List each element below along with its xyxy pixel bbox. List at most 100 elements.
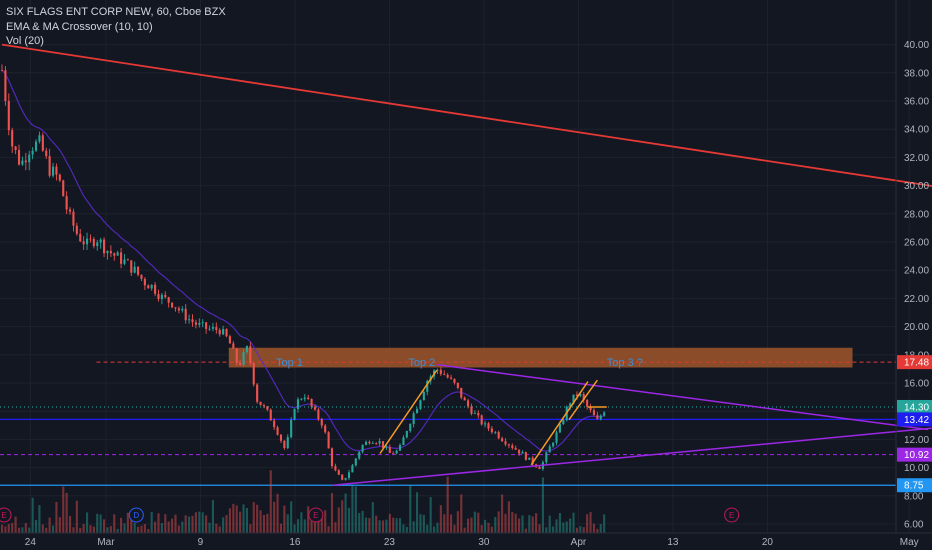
annotation-label: Top 2 [408, 357, 435, 369]
volume-bar [92, 526, 95, 533]
time-tick-label: May [900, 537, 919, 548]
candle-body [106, 250, 109, 254]
volume-bar [249, 524, 252, 533]
volume-bar [228, 508, 231, 533]
candle-body [113, 253, 116, 256]
price-tick-label: 40.00 [904, 40, 929, 51]
grid [0, 0, 910, 533]
candle-body [300, 399, 303, 400]
volume-bar [579, 526, 582, 533]
symbol-title[interactable]: SIX FLAGS ENT CORP NEW, 60, Cboe BZX [6, 6, 226, 18]
candle-body [92, 239, 95, 247]
indicator-volume[interactable]: Vol (20) [6, 35, 44, 47]
volume-bar [453, 524, 456, 533]
volume-bar [137, 526, 140, 533]
volume-bar [429, 497, 432, 533]
volume-bar [586, 514, 589, 533]
candle-body [460, 387, 463, 398]
volume-bar [24, 523, 27, 533]
time-axis[interactable]: 24 Mar 9 16 23 30 Apr 13 20 May [25, 537, 919, 548]
volume-bar [215, 523, 218, 533]
candle-body [375, 443, 378, 444]
candle-body [354, 458, 357, 466]
volume-bar [599, 524, 602, 533]
trend-lines-layer[interactable] [1, 43, 932, 486]
volume-bar [266, 513, 269, 533]
volume-bar [218, 526, 221, 533]
candle-body [82, 241, 85, 245]
candle-body [68, 209, 72, 212]
candle-body [133, 266, 136, 273]
volume-bar [256, 504, 259, 533]
volume-bar [239, 511, 242, 533]
candle-body [334, 466, 337, 471]
candle-body [569, 403, 572, 407]
candle-body [164, 294, 167, 298]
trend-line-purple-lower [332, 427, 932, 486]
volume-bar [17, 527, 21, 533]
volume-bar [242, 504, 245, 533]
candle-body [419, 400, 422, 409]
candle-body [276, 427, 279, 435]
volume-bar [150, 511, 153, 533]
time-tick-label: 9 [198, 537, 204, 548]
volume-bar [293, 524, 296, 533]
volume-bar [334, 522, 337, 533]
volume-bar [426, 524, 429, 533]
candle-body [603, 412, 606, 416]
candle-body [507, 444, 510, 446]
candle-body [347, 472, 351, 478]
volume-bar [511, 511, 514, 533]
volume-bar [55, 501, 58, 533]
candle-body [72, 211, 75, 226]
candle-body [181, 308, 184, 311]
volume-bar [62, 486, 65, 533]
volume-bar [341, 500, 344, 533]
candle-body [228, 336, 231, 344]
candle-body [17, 150, 21, 165]
candle-body [490, 428, 493, 433]
candle-body [361, 444, 364, 452]
volume-bar [82, 523, 85, 533]
volume-bar [211, 500, 214, 533]
volume-bar [296, 519, 300, 533]
volume-bar [181, 521, 184, 533]
indicator-ema-ma[interactable]: EMA & MA Crossover (10, 10) [6, 20, 153, 33]
volume-bar [412, 521, 415, 533]
candle-body [58, 174, 61, 181]
candlesticks [0, 64, 606, 481]
candle-body [198, 322, 201, 325]
volume-bar [283, 505, 286, 533]
volume-bar [174, 514, 177, 533]
volume-bar [317, 520, 320, 533]
candle-body [191, 319, 194, 323]
price-label-text: 13.42 [904, 415, 929, 426]
volume-bar [89, 525, 92, 533]
candle-body [494, 432, 497, 433]
candle-body [548, 446, 551, 453]
volume-bar [79, 527, 82, 533]
volume-bar [524, 528, 527, 533]
candle-body [463, 397, 466, 401]
price-tick-label: 36.00 [904, 97, 929, 108]
volume-bar [191, 515, 194, 533]
candle-body [293, 409, 296, 420]
volume-bar [290, 501, 293, 533]
volume-bar [432, 526, 436, 533]
candle-body [62, 180, 65, 197]
candle-body [259, 401, 262, 406]
volume-bar [48, 517, 51, 533]
volume-bar [470, 517, 473, 533]
candle-body [218, 329, 221, 335]
trend-line-purple-upper [436, 363, 929, 431]
candle-body [552, 442, 555, 447]
time-tick-label: Mar [97, 537, 115, 548]
price-label-text: 17.48 [904, 358, 929, 369]
candle-body [358, 451, 361, 459]
candle-body [286, 437, 289, 449]
volume-bar [72, 527, 75, 533]
volume-bar [351, 484, 354, 533]
